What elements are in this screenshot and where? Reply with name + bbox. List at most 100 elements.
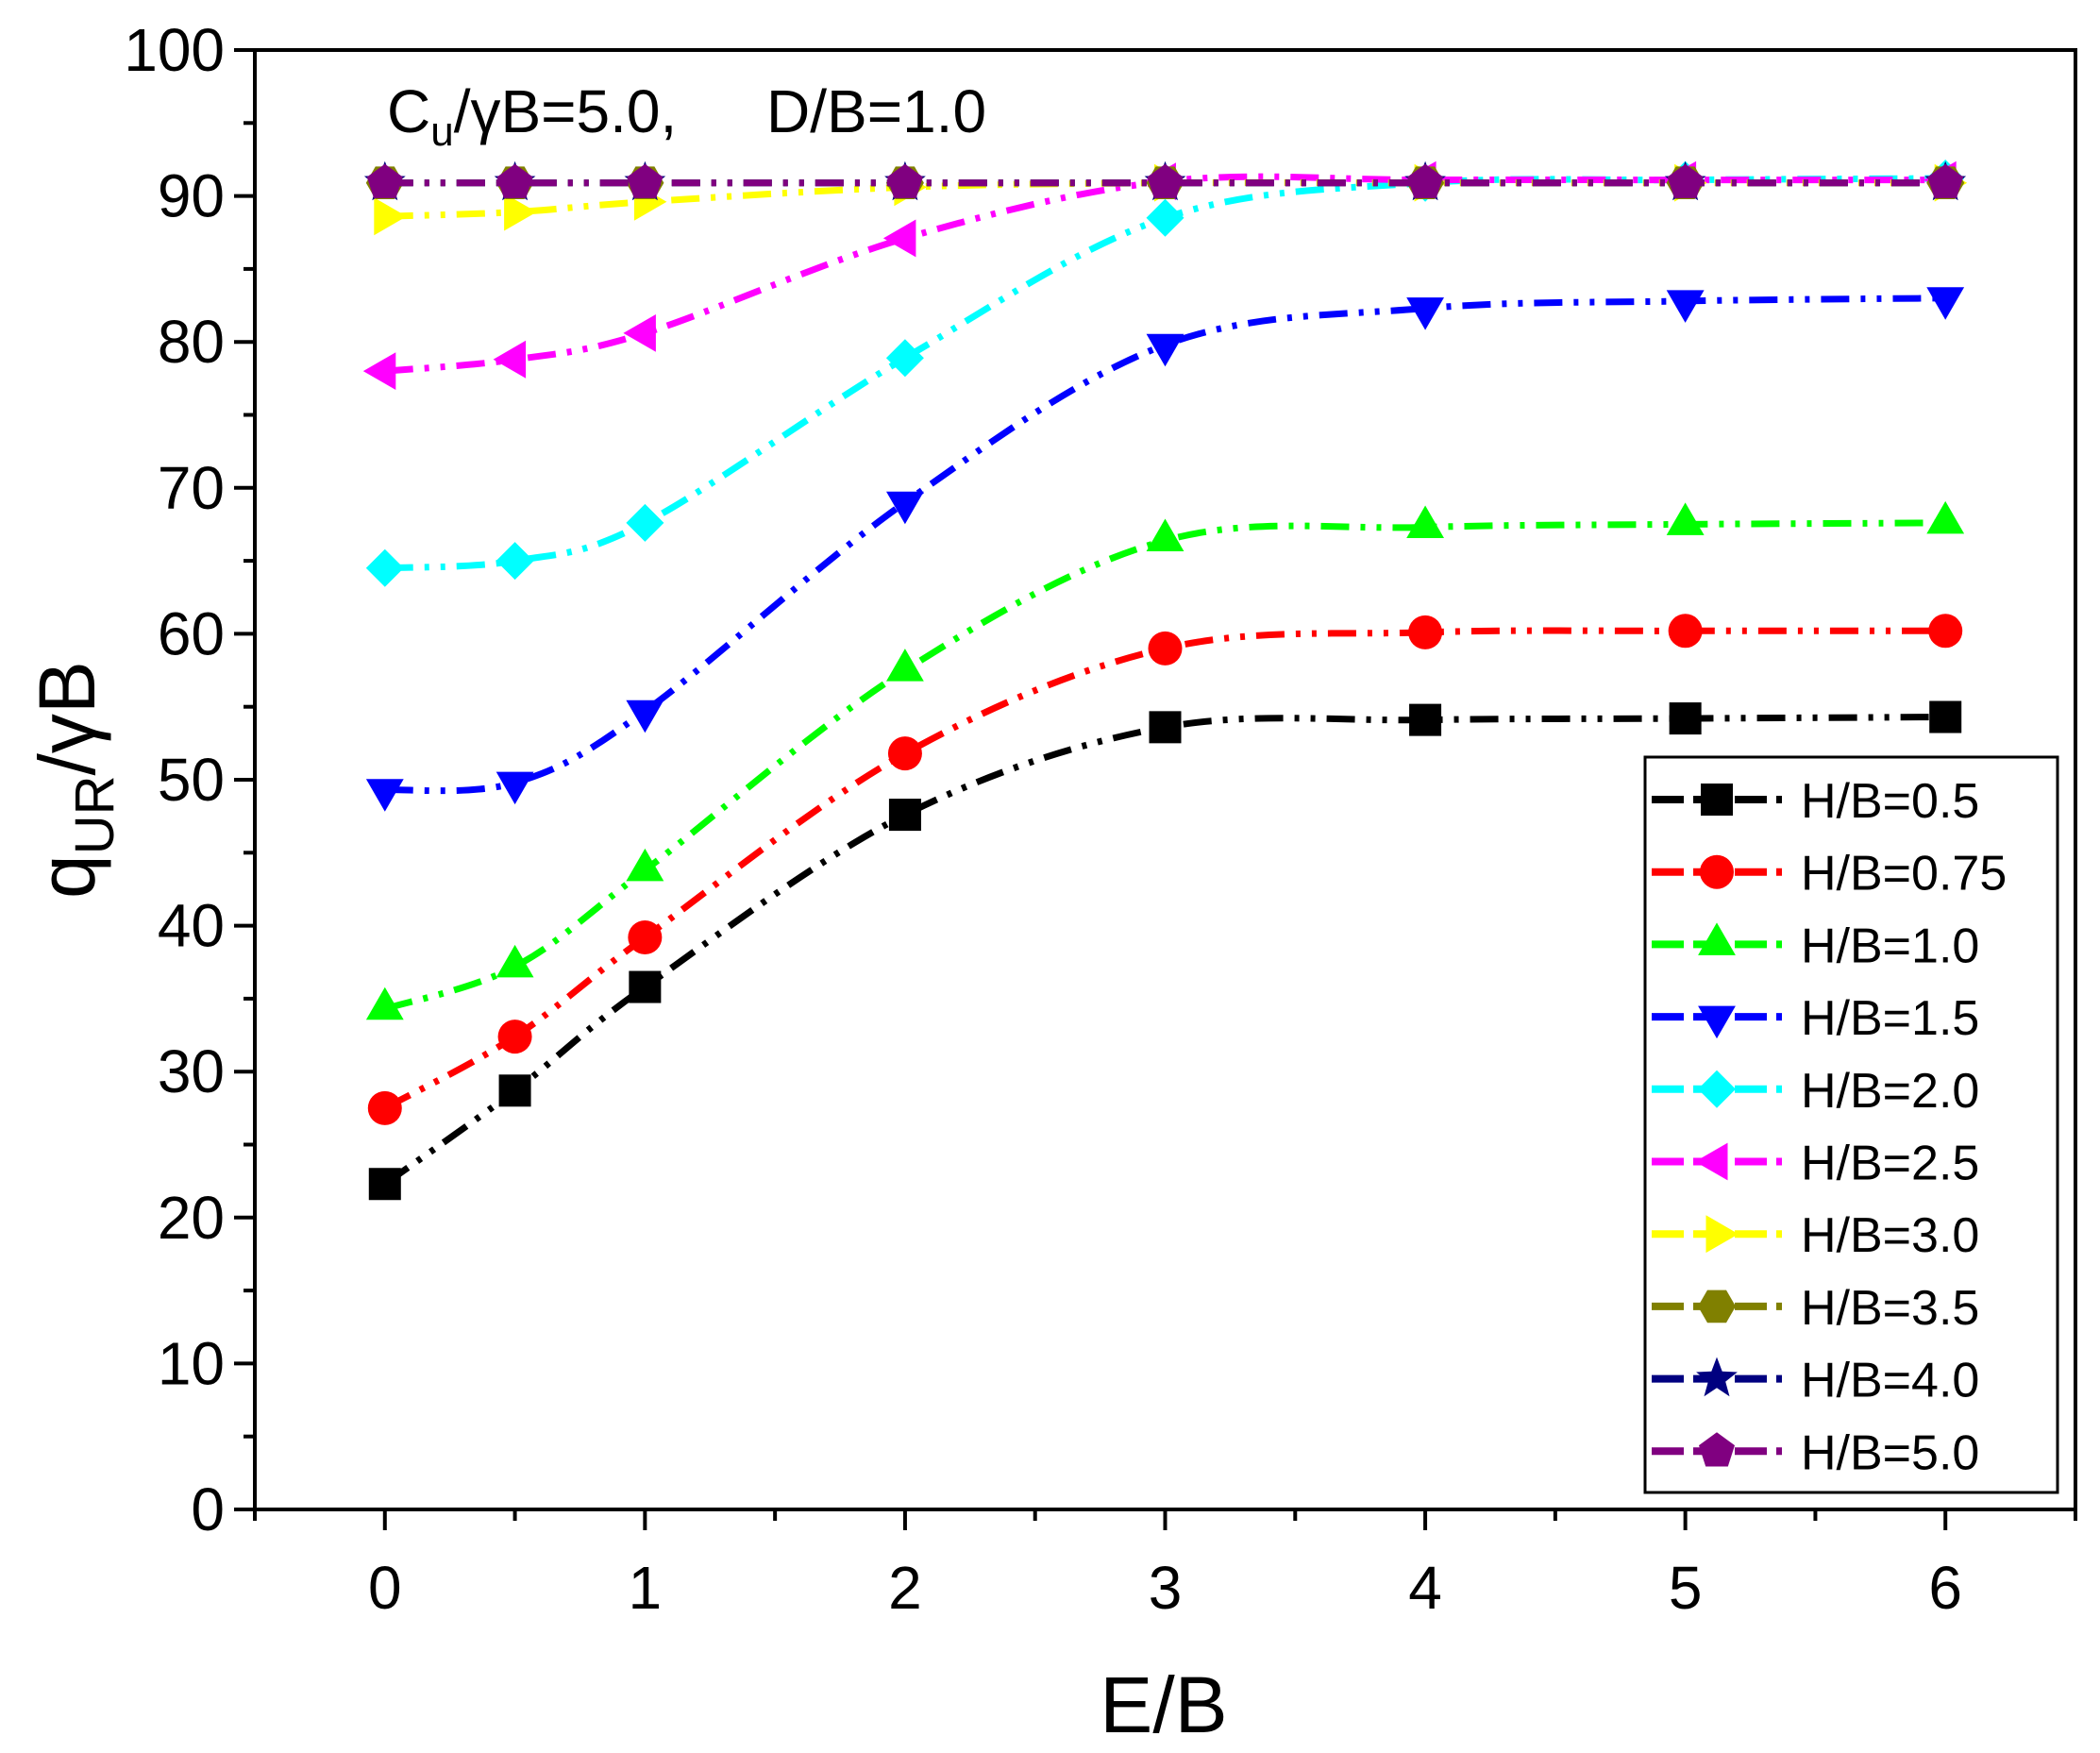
legend-item: H/B=2.0: [1652, 1064, 1979, 1119]
legend-label: H/B=3.0: [1801, 1208, 1979, 1263]
x-tick-label: 6: [1928, 1554, 1962, 1622]
data-point: [368, 1168, 401, 1201]
series-h-b-0-75: [367, 614, 1963, 1125]
data-point: [367, 1090, 402, 1125]
legend-marker: [1698, 1070, 1736, 1108]
data-point: [1146, 518, 1184, 551]
x-tick-label: 1: [629, 1554, 663, 1622]
legend-label: H/B=5.0: [1801, 1425, 1979, 1480]
data-point: [498, 1074, 531, 1107]
legend-item: H/B=5.0: [1652, 1425, 1979, 1480]
data-point: [1929, 700, 1962, 733]
legend-label: H/B=4.0: [1801, 1354, 1979, 1408]
legend-marker: [1705, 1215, 1739, 1254]
data-point: [1666, 502, 1705, 535]
data-point: [626, 503, 664, 542]
data-point: [1149, 711, 1182, 744]
data-point: [1148, 631, 1183, 666]
data-point: [882, 219, 916, 258]
data-point: [627, 163, 664, 198]
data-point: [888, 799, 921, 832]
data-point: [1146, 198, 1184, 237]
data-point: [1667, 163, 1704, 198]
legend-item: H/B=3.0: [1652, 1208, 1979, 1263]
data-point: [623, 314, 656, 352]
data-point: [626, 848, 664, 882]
legend-label: H/B=0.5: [1801, 774, 1979, 829]
y-tick-label: 30: [158, 1037, 225, 1105]
data-point: [1669, 702, 1702, 735]
series-h-b-1-0: [365, 500, 1965, 1020]
series-h-b-5-0: [366, 163, 1964, 198]
data-point: [886, 649, 924, 682]
legend-item: H/B=3.5: [1652, 1281, 1979, 1336]
data-point: [886, 163, 923, 198]
legend-label: H/B=1.0: [1801, 919, 1979, 973]
legend-marker: [1696, 1357, 1738, 1397]
y-tick-label: 10: [158, 1329, 225, 1397]
x-axis-title: E/B: [1100, 1660, 1227, 1749]
series-layer: [362, 160, 1968, 1201]
y-axis-title-q: q: [23, 854, 111, 899]
legend-marker: [1695, 1142, 1728, 1181]
series-line: [383, 627, 1946, 1111]
data-point: [496, 542, 534, 581]
series-line: [384, 295, 1946, 795]
data-point: [1666, 290, 1705, 323]
annotation-gamma-b: /γB=5.0,: [454, 77, 678, 145]
data-point: [1406, 505, 1444, 538]
y-tick-label: 40: [158, 892, 225, 960]
legend-label: H/B=0.75: [1801, 847, 2007, 902]
series-h-b-0-5: [368, 700, 1962, 1201]
data-point: [366, 163, 403, 198]
data-point: [365, 779, 404, 812]
legend-marker: [1700, 854, 1734, 889]
annotation-cu: C: [387, 77, 430, 145]
data-point: [365, 986, 404, 1020]
annotation-db: D/B=1.0: [766, 77, 986, 145]
y-tick-label: 20: [158, 1184, 225, 1252]
data-point: [887, 736, 922, 771]
series-line: [382, 714, 1946, 1188]
data-point: [1668, 614, 1703, 649]
y-tick-label: 80: [158, 308, 225, 376]
legend: H/B=0.5 H/B=0.75 H/B=1.0 H/B=1.5 H/B=2.0 H/B=…: [1643, 755, 2059, 1494]
annotation: Cu/γB=5.0,: [387, 77, 677, 155]
data-point: [1408, 615, 1443, 649]
data-point: [1406, 297, 1444, 330]
data-point: [374, 197, 407, 236]
annotation-cu-sub: u: [430, 109, 453, 155]
legend-item: H/B=2.5: [1652, 1137, 1979, 1191]
data-point: [886, 491, 924, 525]
legend-label: H/B=2.0: [1801, 1064, 1979, 1119]
data-point: [496, 944, 534, 978]
data-point: [1927, 163, 1964, 198]
x-tick-label: 0: [368, 1554, 402, 1622]
x-tick-label: 2: [888, 1554, 922, 1622]
data-point: [626, 700, 664, 733]
y-tick-label: 50: [158, 746, 225, 814]
data-point: [1928, 614, 1963, 649]
data-point: [885, 339, 924, 378]
y-axis-title-rest: /γB: [23, 661, 111, 775]
data-point: [1926, 287, 1965, 320]
legend-marker: [1699, 1432, 1735, 1467]
legend-marker: [1698, 1289, 1736, 1323]
data-point: [496, 163, 533, 198]
data-point: [497, 1020, 532, 1054]
data-point: [1146, 333, 1184, 367]
legend-item: H/B=1.5: [1652, 991, 1979, 1046]
y-tick-label: 90: [158, 162, 225, 230]
data-point: [1147, 163, 1184, 198]
series-h-b-1-5: [365, 287, 1965, 812]
x-tick-label: 5: [1669, 1554, 1703, 1622]
legend-marker: [1701, 784, 1733, 816]
data-point: [629, 970, 662, 1003]
axis-layer: 0 10 20 30 40 50 60 70 80 90 100 0 1 2 3 4 5 6: [124, 16, 2077, 1622]
legend-marker: [1698, 1005, 1736, 1039]
legend-item: H/B=1.0: [1652, 919, 1979, 973]
y-tick-label: 0: [191, 1475, 225, 1543]
x-tick-label: 3: [1149, 1554, 1183, 1622]
y-axis-title: qUR/γB: [23, 661, 126, 899]
